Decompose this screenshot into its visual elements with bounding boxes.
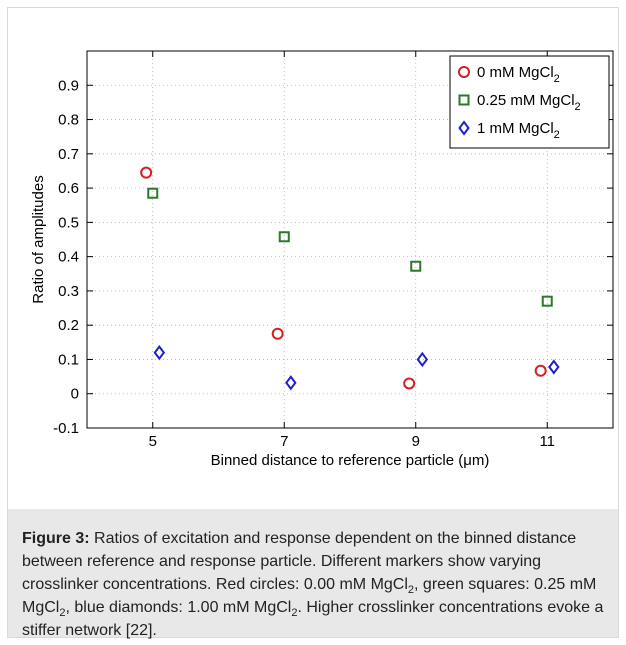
caption-sub-1: 2 <box>407 584 415 597</box>
data-markers <box>140 166 560 391</box>
legend-subscript: 2 <box>554 73 560 85</box>
y-tick-label: 0.9 <box>58 77 79 94</box>
data-point-diamond <box>548 359 560 375</box>
grid-lines <box>87 51 613 429</box>
x-tick-label: 7 <box>280 433 288 450</box>
caption-text-3: , blue diamonds: 1.00 mM MgCl <box>65 599 292 616</box>
legend-label: 0 mM MgCl <box>477 64 554 81</box>
data-point-square <box>147 187 159 199</box>
legend-box <box>449 55 610 149</box>
legend-marker <box>458 66 470 78</box>
legend-label: 0.25 mM MgCl <box>477 92 575 109</box>
data-point-circle <box>403 377 416 390</box>
data-point-square <box>410 260 422 272</box>
data-point-circle <box>534 364 547 377</box>
y-tick-label: 0.4 <box>58 249 79 266</box>
legend-label: 1 mM MgCl <box>477 120 554 137</box>
legend-entry: 0.25 mM MgCl2 <box>477 92 581 113</box>
caption-sub-3: 2 <box>291 607 298 620</box>
x-tick-label: 5 <box>149 433 157 450</box>
x-tick-label: 11 <box>539 433 555 450</box>
plot-area <box>86 50 614 429</box>
data-point-diamond <box>153 344 166 361</box>
data-point-square <box>541 295 553 307</box>
x-tick-label: 9 <box>412 433 420 450</box>
y-tick-label: -0.1 <box>53 420 79 437</box>
y-tick-label: 0.7 <box>58 146 79 163</box>
caption-text-4: . Higher crosslinker concentrations evok… <box>22 599 604 639</box>
caption-sub-2: 2 <box>59 607 66 620</box>
x-axis-label: Binned distance to reference particle (μ… <box>211 452 490 469</box>
legend-subscript: 2 <box>554 129 560 141</box>
data-point-circle <box>271 327 284 340</box>
caption-label: Figure 3: <box>22 530 90 547</box>
legend-marker <box>458 94 470 106</box>
data-point-square <box>278 231 290 243</box>
y-tick-label: 0 <box>71 386 79 403</box>
y-tick-label: 0.1 <box>58 351 79 368</box>
figure-caption: Figure 3: Ratios of excitation and respo… <box>8 509 618 639</box>
axis-ticks: -0.1 0 0.1 0.2 0.3 0.4 0.5 0.6 0.7 0.8 0.9 5 7 9 11 <box>53 51 613 450</box>
data-point-circle <box>140 166 153 179</box>
caption-text-2: , green squares: 0.25 mM MgCl <box>22 576 597 616</box>
y-tick-label: 0.2 <box>58 317 79 334</box>
legend-subscript: 2 <box>575 101 581 113</box>
scatter-chart: -0.1 0 0.1 0.2 0.3 0.4 0.5 0.6 0.7 0.8 0.9 5 7 9 11 Bi… <box>30 50 614 469</box>
y-tick-label: 0.6 <box>58 180 79 197</box>
legend-entry: 1 mM MgCl2 <box>477 120 560 141</box>
legend-entry: 0 mM MgCl2 <box>477 64 560 85</box>
legend-marker <box>458 120 470 136</box>
y-tick-label: 0.5 <box>58 214 79 231</box>
data-point-diamond <box>285 375 297 391</box>
y-tick-label: 0.8 <box>58 112 79 129</box>
data-point-diamond <box>416 351 429 368</box>
y-tick-label: 0.3 <box>58 283 79 300</box>
y-axis-label: Ratio of amplitudes <box>30 175 47 303</box>
caption-text-1: Ratios of excitation and response depend… <box>22 530 577 593</box>
